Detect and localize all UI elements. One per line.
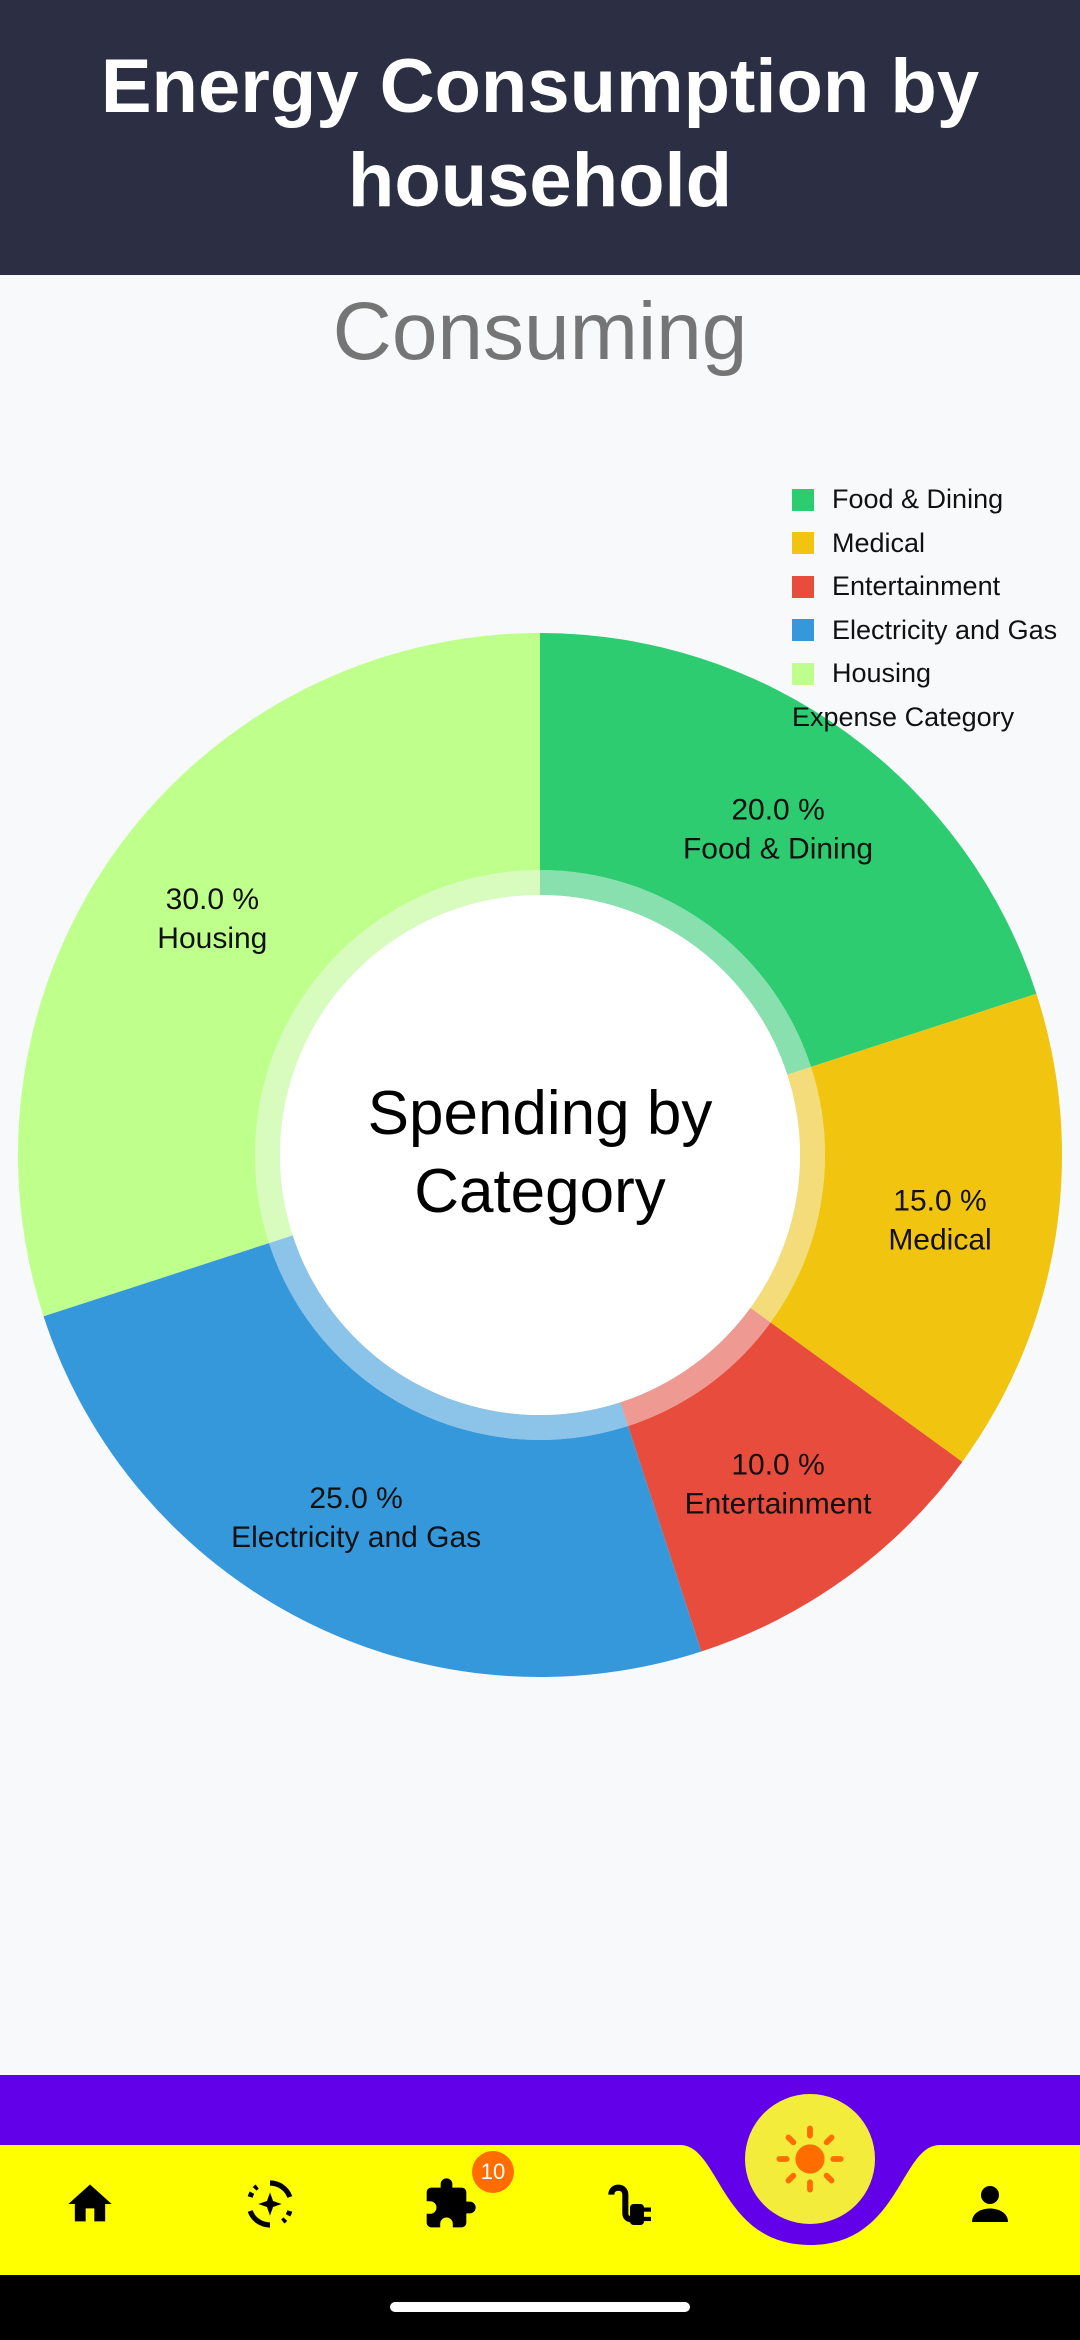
pie-slice-housing[interactable] [17,633,541,1317]
legend-label: Electricity and Gas [832,614,1058,645]
nav-home-button[interactable] [58,2172,122,2236]
legend-swatch [792,488,814,511]
chart-legend: Food & Dining Medical Entertainment Electri… [792,478,1057,739]
home-gesture-pill[interactable] [390,2302,690,2312]
slice-name-label: Medical [888,1223,991,1256]
slice-inner-ring [620,1307,771,1427]
puzzle-icon [426,2178,476,2228]
legend-item[interactable]: Medical [792,522,1057,566]
chart-center-text: Spending by Category [367,1079,713,1226]
legend-label: Housing [832,658,932,689]
legend-swatch [792,532,814,555]
nav-puzzle-button[interactable] [418,2172,482,2236]
slice-percent-label: 15.0 % [893,1184,986,1217]
slice-percent-label: 25.0 % [309,1482,402,1515]
pie-slice-entertainment[interactable] [628,1322,963,1652]
legend-label: Entertainment [832,571,1001,602]
slice-inner-ring [750,1066,825,1323]
slice-inner-ring [540,870,812,1075]
slice-percent-label: 20.0 % [731,793,824,826]
slice-name-label: Electricity and Gas [231,1521,481,1554]
slice-inner-ring [268,1235,629,1440]
slice-percent-label: 10.0 % [731,1449,824,1482]
notification-badge: 10 [472,2151,514,2193]
legend-label: Food & Dining [832,484,1004,515]
app-header: Energy Consumption by household [0,0,1080,275]
person-icon [972,2186,1008,2222]
nav-refresh-button[interactable] [238,2172,302,2236]
pie-slice-medical[interactable] [770,993,1062,1462]
slice-name-label: Entertainment [685,1488,872,1521]
bottom-nav-bar [0,2145,1080,2275]
nav-plug-button[interactable] [598,2172,662,2236]
section-subtitle: Consuming [332,286,748,377]
legend-title: Expense Category [792,701,1015,732]
legend-swatch [792,619,814,642]
slice-inner-ring [254,869,540,1244]
legend-swatch [792,662,814,685]
plug-icon [608,2184,651,2225]
sun-icon [776,2125,844,2193]
sparkle-refresh-icon [247,2180,293,2228]
page-title: Energy Consumption by household [100,43,980,223]
nav-energy-fab[interactable] [745,2094,875,2224]
legend-item[interactable]: Food & Dining [792,478,1057,522]
slice-percent-label: 30.0 % [166,883,259,916]
legend-item[interactable]: Electricity and Gas [792,609,1057,653]
legend-item[interactable]: Housing [792,652,1057,696]
home-icon [68,2184,112,2222]
legend-swatch [792,575,814,598]
donut-hole [280,895,800,1415]
legend-label: Medical [832,527,926,558]
nav-profile-button[interactable] [958,2172,1022,2236]
slice-name-label: Food & Dining [683,832,873,865]
pie-slice-food-dining[interactable] [540,633,1037,1067]
pie-slice-electricity-and-gas[interactable] [43,1243,702,1677]
slice-name-label: Housing [157,922,267,955]
legend-item[interactable]: Entertainment [792,565,1057,609]
